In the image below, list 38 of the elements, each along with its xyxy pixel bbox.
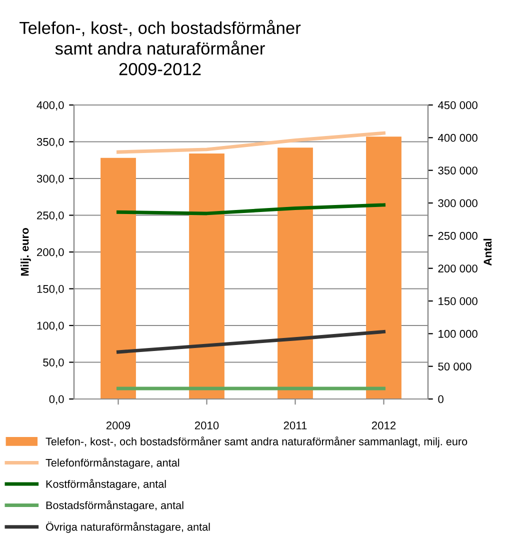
y2-axis-title: Antal [483, 238, 492, 266]
y-tick-label: 0,0 [49, 395, 64, 404]
y-tick-label: 350,0 [36, 138, 64, 148]
x-tick-label: 2011 [284, 422, 307, 430]
line-series [116, 131, 386, 154]
y2-tick-label: 400 000 [438, 134, 478, 142]
bar [100, 158, 136, 399]
line-series [116, 203, 386, 216]
y2-tick-label: 250 000 [438, 232, 478, 240]
x-tick-label: 2010 [194, 422, 219, 430]
bar [278, 148, 313, 399]
chart-title: Telefon-, kost-, och bostadsförmåner samt andra naturaförmåner 2009-2012 [20, 20, 301, 76]
y2-tick-label: 300 000 [438, 199, 478, 208]
line-series [116, 330, 386, 354]
y-tick-label: 250,0 [37, 212, 64, 221]
legend-label: Kostförmånstagare, antal [46, 479, 166, 490]
y2-tick-label: 100 000 [438, 330, 478, 338]
x-tick-label: 2009 [106, 422, 130, 430]
y-tick-label: 100,0 [37, 322, 64, 331]
y2-tick-label: 150 000 [438, 297, 478, 306]
y-tick-label: 200,0 [37, 248, 64, 258]
y-tick-label: 400,0 [36, 101, 64, 110]
y-tick-label: 50,0 [43, 358, 64, 368]
legend-label: Telefon-, kost-, och bostadsförmåner samt andra naturaförmåner sammanlagt, milj. euro [46, 436, 468, 448]
legend-label: Telefonförmånstagare, antal [46, 458, 180, 469]
legend-label: Bostadsförmånstagare, antal [46, 500, 184, 512]
y2-tick-label: 50 000 [438, 362, 472, 370]
y2-tick-label: 350 000 [438, 166, 478, 174]
x-tick-label: 2012 [372, 422, 396, 430]
y-tick-label: 150,0 [37, 285, 64, 294]
y2-tick-label: 0 [438, 395, 444, 404]
y-axis-title: Milj. euro [20, 228, 31, 276]
legend-label: Övriga naturaförmånstagare, antal [46, 522, 210, 533]
y-tick-label: 300,0 [36, 174, 64, 184]
bar [189, 154, 224, 399]
bar [366, 136, 402, 399]
y2-tick-label: 200 000 [438, 264, 478, 272]
y2-tick-label: 450 000 [438, 101, 478, 110]
